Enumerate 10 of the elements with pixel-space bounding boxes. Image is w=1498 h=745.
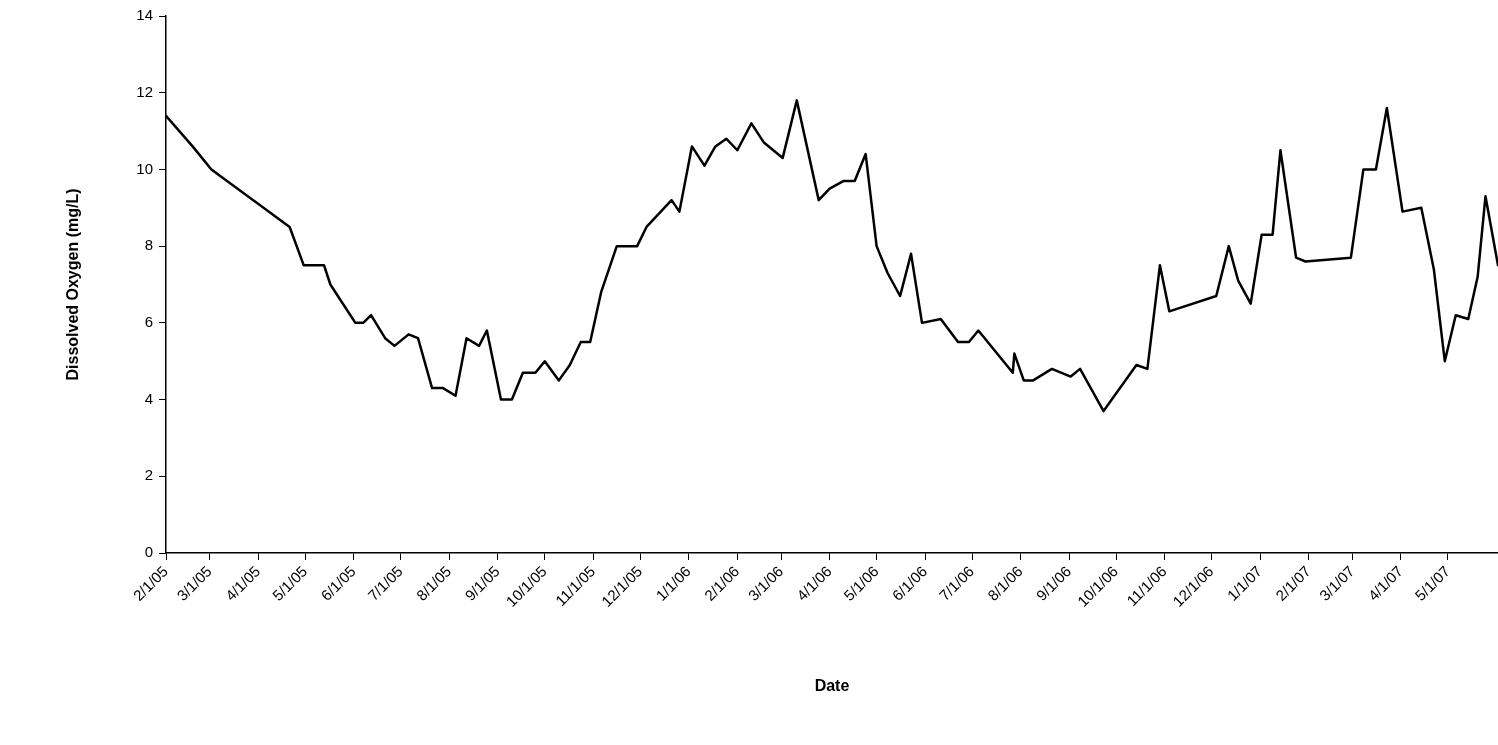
y-tick-label: 8	[144, 236, 153, 254]
y-tick-label: 6	[144, 313, 153, 330]
y-axis-title: Dissolved Oxygen (mg/L)	[64, 188, 82, 381]
y-tick-label: 0	[144, 543, 153, 561]
y-tick-label: 14	[136, 6, 153, 24]
x-axis-title: Date	[814, 676, 850, 694]
y-tick-label: 4	[144, 389, 153, 407]
y-tick-label: 12	[136, 82, 153, 100]
y-tick-label: 10	[136, 159, 153, 177]
y-tick-label: 2	[144, 466, 153, 484]
